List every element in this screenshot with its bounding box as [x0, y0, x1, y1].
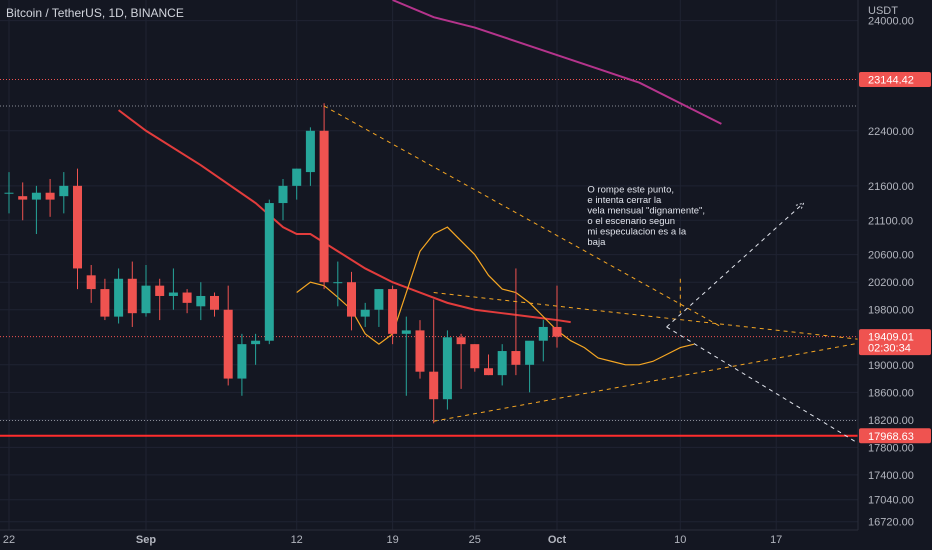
y-tick-label: 21100.00	[868, 215, 913, 227]
candle-body	[525, 340, 535, 365]
candle-body	[484, 368, 493, 376]
annotation-line: e intenta cerrar la	[587, 195, 662, 206]
drawing-lower-trendline	[433, 340, 873, 422]
candle-body	[292, 168, 302, 186]
x-tick-label: Sep	[136, 534, 156, 546]
price-axis[interactable]: 24000.00 22400.00 21600.00 21100.00 20600.00…	[857, 0, 932, 550]
x-tick-label: 10	[674, 534, 686, 546]
annotation-line: o el escenario segun	[587, 216, 675, 227]
candle-body	[196, 295, 206, 307]
y-tick-label: 17040.00	[868, 495, 914, 507]
candle-body	[415, 330, 425, 372]
grid	[0, 0, 858, 530]
chart-title: Bitcoin / TetherUS, 1D, BINANCE	[6, 6, 184, 20]
indicator-ema-slow	[117, 109, 571, 324]
y-tick-label: 20600.00	[868, 250, 914, 262]
annotation-line: vela mensual "dignamente",	[587, 206, 705, 217]
indicators	[117, 0, 722, 366]
candle-body	[251, 340, 261, 345]
candle-body	[18, 196, 28, 200]
candle-body	[127, 278, 137, 314]
candle-body	[141, 285, 151, 314]
indicator-sma-long	[392, 0, 722, 125]
y-tick-label: 22400.00	[868, 126, 914, 138]
candle-body	[182, 292, 192, 303]
x-tick-label: 19	[386, 534, 398, 546]
drawing-bullish-path	[666, 202, 804, 328]
time-axis[interactable]: 22 Sep 12 19 25 Oct 10 17	[0, 529, 858, 546]
x-tick-label: 17	[770, 534, 782, 546]
candle-body	[360, 309, 370, 317]
y-tick-label: 21600.00	[868, 181, 914, 193]
candle-body	[59, 185, 69, 197]
candle-body	[552, 326, 562, 337]
candle-body	[388, 289, 398, 334]
y-tick-label: 17800.00	[868, 442, 914, 454]
candle-body	[210, 295, 219, 310]
candle-body	[168, 292, 178, 296]
candle-body	[347, 282, 356, 317]
candle-body	[470, 344, 480, 369]
y-tick-label: 18600.00	[868, 387, 914, 399]
x-tick-label: 25	[469, 534, 481, 546]
candle-body	[100, 289, 110, 317]
price-tag-label: 23144.42	[868, 75, 914, 87]
x-tick-label: 22	[3, 534, 15, 546]
annotation-line: baja	[587, 237, 606, 248]
candle-body	[429, 371, 439, 400]
y-tick-label: 19000.00	[868, 360, 914, 372]
candle-body	[155, 285, 165, 296]
drawing-upper-trendline	[323, 105, 722, 328]
candle-body	[264, 203, 274, 341]
candle-body	[319, 130, 329, 283]
y-tick-label: 16720.00	[868, 517, 914, 529]
annotation: O rompe este punto,e intenta cerrar lave…	[587, 185, 705, 249]
candle-body	[538, 326, 548, 341]
candle-body	[237, 344, 247, 379]
candle-body	[305, 130, 315, 173]
price-axis-bg	[858, 0, 932, 550]
drawing-inner-line	[433, 292, 873, 342]
candle-body	[497, 351, 507, 376]
candle-body	[45, 192, 55, 200]
candle-body	[4, 192, 14, 194]
candle-body	[511, 351, 521, 365]
indicator-ema-fast	[296, 226, 695, 366]
price-tag-label: 19409.01	[868, 332, 914, 344]
drawings	[323, 105, 932, 489]
candle-body	[86, 275, 96, 290]
y-tick-label: 20200.00	[868, 277, 914, 289]
x-tick-label: 12	[291, 534, 303, 546]
y-tick-label: 18200.00	[868, 415, 914, 427]
y-tick-label: 17400.00	[868, 470, 914, 482]
candle-body	[374, 289, 384, 310]
candle-body	[223, 309, 233, 379]
candle-body	[278, 185, 288, 204]
annotation-line: mi especulacion es a la	[587, 227, 686, 238]
x-tick-label: Oct	[548, 534, 567, 546]
arrow-head	[795, 202, 805, 211]
candle-body	[114, 278, 124, 317]
candle-body	[442, 337, 452, 400]
y-tick-label: 19800.00	[868, 305, 914, 317]
price-tag-bg	[859, 72, 931, 88]
y-tick-label: 24000.00	[868, 16, 914, 28]
horizontal-lines	[0, 79, 858, 437]
countdown-label: 02:30:34	[868, 343, 911, 355]
annotation-line: O rompe este punto,	[587, 185, 674, 196]
price-tag-bg	[859, 428, 931, 444]
candle-body	[456, 337, 466, 345]
currency-label: USDT	[868, 5, 898, 17]
price-tag-label: 17968.63	[868, 431, 914, 443]
candle-body	[401, 330, 411, 334]
candle-body	[333, 282, 343, 284]
candle-body	[31, 192, 41, 200]
candle-body	[73, 185, 82, 269]
price-tag-bg	[859, 329, 931, 356]
candles	[4, 103, 562, 424]
